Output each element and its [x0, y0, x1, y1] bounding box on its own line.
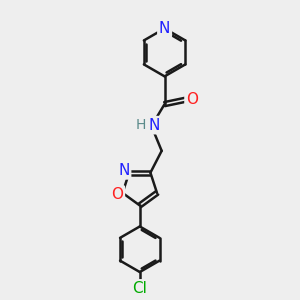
Text: Cl: Cl: [132, 281, 147, 296]
Text: N: N: [148, 118, 160, 133]
Text: O: O: [186, 92, 198, 106]
Text: H: H: [135, 118, 146, 132]
Text: N: N: [159, 21, 170, 36]
Text: N: N: [118, 163, 130, 178]
Text: O: O: [111, 187, 123, 202]
